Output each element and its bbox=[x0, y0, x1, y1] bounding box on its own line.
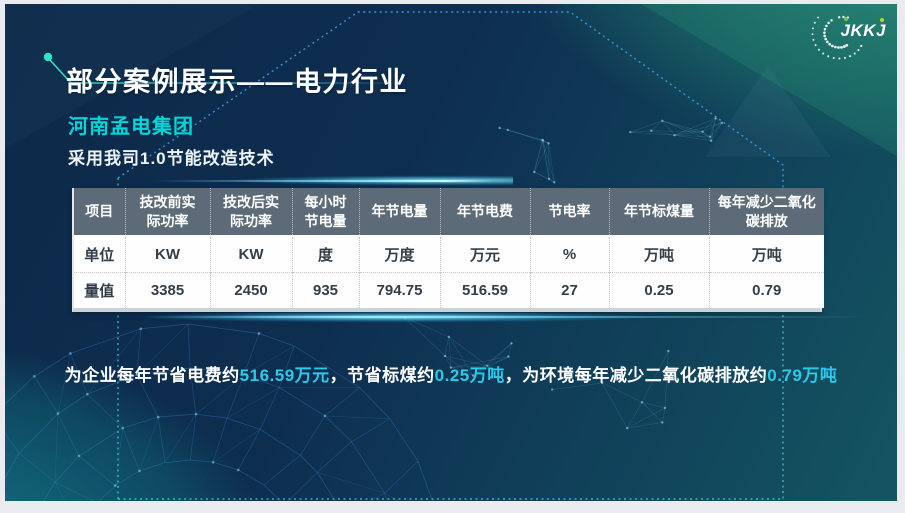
title-bullet-dot bbox=[43, 52, 53, 62]
table-cell: KW bbox=[125, 236, 211, 272]
column-header: 年节电费 bbox=[440, 188, 531, 236]
column-header: 项目 bbox=[74, 188, 126, 236]
column-header: 技改后实际功率 bbox=[210, 188, 293, 236]
table-cell: 度 bbox=[292, 236, 360, 272]
logo-text: JKKJ bbox=[840, 21, 886, 40]
column-header: 每年减少二氧化碳排放 bbox=[709, 188, 824, 236]
peak-shape bbox=[705, 66, 831, 157]
metrics-table: 项目 技改前实际功率 技改后实际功率 每小时节电量 年节电量 年节电费 节电率 年节标煤量 每年… bbox=[72, 188, 824, 312]
summary-segment: 为企业每年节省电费约 bbox=[64, 366, 240, 385]
table-cell: % bbox=[530, 236, 610, 272]
table-row: 单位 KW KW 度万度 万元% 万吨 万吨 bbox=[74, 236, 824, 272]
table-cell: 0.79 bbox=[709, 271, 824, 308]
logo-yellow-dot bbox=[880, 18, 884, 22]
summary-segment: ，节省标煤约 bbox=[329, 366, 435, 385]
table-cell: 516.59 bbox=[440, 271, 531, 308]
summary-text: 为企业每年节省电费约516.59万元，节省标煤约0.25万吨，为环境每年减少二氧… bbox=[5, 361, 897, 386]
table-cell: 3385 bbox=[125, 271, 211, 308]
presentation-slide: JKKJ 部分案例展示——电力行业 河南孟电集团 采用我司1.0节能改造技术 项… bbox=[5, 4, 897, 501]
page-title: 部分案例展示——电力行业 bbox=[66, 67, 408, 98]
row-label: 量值 bbox=[74, 271, 126, 308]
table-cell: 27 bbox=[530, 271, 610, 308]
company-logo: JKKJ bbox=[801, 6, 891, 70]
column-header: 年节标煤量 bbox=[609, 188, 710, 236]
table-header-row: 项目 技改前实际功率 技改后实际功率 每小时节电量 年节电量 年节电费 节电率 年节标煤量 每年… bbox=[74, 188, 824, 236]
table-cell: 万吨 bbox=[709, 236, 824, 272]
row-label: 单位 bbox=[74, 236, 126, 272]
table-row: 量值 3385 2450 935 794.75 516.59 27 0.25 0.79 bbox=[74, 271, 824, 308]
summary-segment: ，为环境每年减少二氧化碳排放约 bbox=[504, 366, 768, 385]
table-cell: 794.75 bbox=[359, 271, 441, 308]
logo-swirl-icon bbox=[811, 15, 863, 60]
column-header: 年节电量 bbox=[359, 188, 441, 236]
light-beam-top bbox=[5, 174, 513, 187]
column-header: 技改前实际功率 bbox=[125, 188, 211, 236]
table-cell: KW bbox=[210, 236, 293, 272]
case-description: 采用我司1.0节能改造技术 bbox=[68, 149, 275, 168]
table-cell: 万吨 bbox=[609, 236, 710, 272]
table-cell: 万度 bbox=[359, 236, 441, 272]
light-beam-bottom bbox=[131, 310, 885, 324]
summary-highlight: 0.79万吨 bbox=[767, 366, 838, 385]
case-name: 河南孟电集团 bbox=[68, 116, 194, 138]
table-cell: 万元 bbox=[440, 236, 531, 272]
summary-highlight: 0.25万吨 bbox=[434, 366, 505, 385]
table-cell: 0.25 bbox=[609, 271, 710, 308]
column-header: 节电率 bbox=[530, 188, 610, 236]
column-header: 每小时节电量 bbox=[292, 188, 360, 236]
table-cell: 935 bbox=[292, 271, 360, 308]
table-cell: 2450 bbox=[210, 271, 293, 308]
summary-highlight: 516.59万元 bbox=[239, 366, 330, 385]
logo-green-dot bbox=[844, 17, 848, 21]
